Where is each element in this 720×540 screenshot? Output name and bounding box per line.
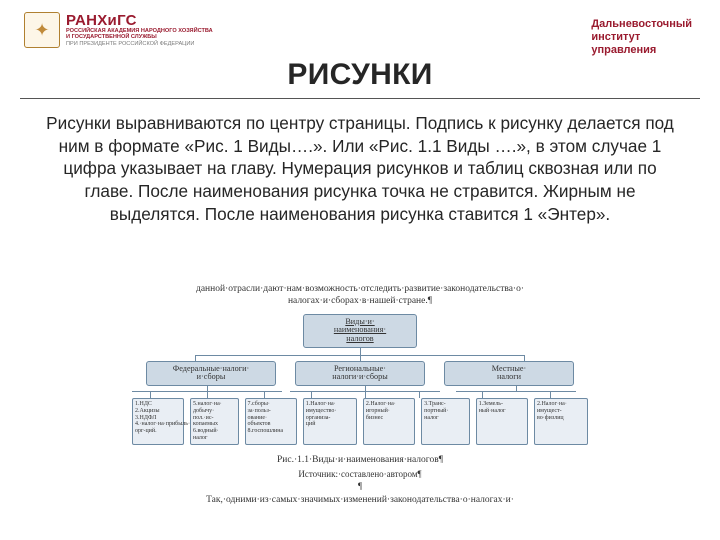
tree-leaf-row: 1.НДС 2.Акцизы 3.НДФЛ 4.·налог·на·прибыл…: [128, 398, 592, 444]
tree-leaf-node: 7.сборы· за·польз- ование· объектов 8.го…: [245, 398, 297, 444]
inst-l1: Дальневосточный: [591, 18, 692, 31]
title-divider: [20, 98, 700, 99]
tree-leaf-node: 1.НДС 2.Акцизы 3.НДФЛ 4.·налог·на·прибыл…: [132, 398, 184, 444]
institute-name: Дальневосточный институт управления: [591, 18, 692, 57]
tree-leaf-node: 2.Налог·на· имущест- во·физлиц: [534, 398, 588, 444]
tree-leaf-node: 1.Земель- ный·налог: [476, 398, 528, 444]
inst-l2: институт: [591, 31, 692, 44]
tree-connector-leaf: [128, 386, 592, 398]
tree-leaf-node: 1.Налог·на· имущество· организа- ций: [303, 398, 357, 444]
figure-caption: Рис.·1.1·Виды·и·наименования·налогов¶: [128, 455, 592, 465]
figure-source: Источник:·составлено·автором¶: [128, 469, 592, 479]
tree-leaf-node: 5.налог·на· добычу· пол.·ис- копаемых 6.…: [190, 398, 239, 444]
logo-abbr: РАНХиГС: [66, 13, 213, 28]
figure-pilcrow: ¶: [128, 481, 592, 491]
tree-mid-node: Федеральные·налоги· и·сборы: [146, 361, 276, 387]
embedded-figure: данной·отрасли·дают·нам·возможность·отсл…: [128, 284, 592, 514]
logo-line4: ПРИ ПРЕЗИДЕНТЕ РОССИЙСКОЙ ФЕДЕРАЦИИ: [66, 41, 213, 47]
page-title: РИСУНКИ: [0, 58, 720, 92]
logo-emblem-icon: ✦: [24, 12, 60, 48]
figure-context-bottom: Так,·одними·из·самых·значимых·изменений·…: [128, 495, 592, 505]
tree-mid-node: Региональные· налоги·и·сборы: [295, 361, 425, 387]
slide: ✦ РАНХиГС РОССИЙСКАЯ АКАДЕМИЯ НАРОДНОГО …: [0, 0, 720, 540]
tree-mid-node: Местные· налоги: [444, 361, 574, 387]
tree-mid-row: Федеральные·налоги· и·сборы Региональные…: [128, 361, 592, 387]
tree-leaf-node: 2.Налог·на· игорный· бизнес: [363, 398, 415, 444]
tree-leaf-node: 3.Транс- портный· налог: [421, 398, 470, 444]
logo-text: РАНХиГС РОССИЙСКАЯ АКАДЕМИЯ НАРОДНОГО ХО…: [66, 13, 213, 46]
body-paragraph: Рисунки выравниваются по центру страницы…: [44, 112, 676, 226]
figure-context-top: данной·отрасли·дают·нам·возможность·отсл…: [162, 284, 558, 308]
tree-connector-root: [128, 348, 592, 361]
inst-l3: управления: [591, 44, 692, 57]
tree-root-node: Виды·и· наименования· налогов: [303, 314, 417, 348]
header: ✦ РАНХиГС РОССИЙСКАЯ АКАДЕМИЯ НАРОДНОГО …: [0, 12, 720, 60]
logo: ✦ РАНХиГС РОССИЙСКАЯ АКАДЕМИЯ НАРОДНОГО …: [24, 12, 213, 48]
